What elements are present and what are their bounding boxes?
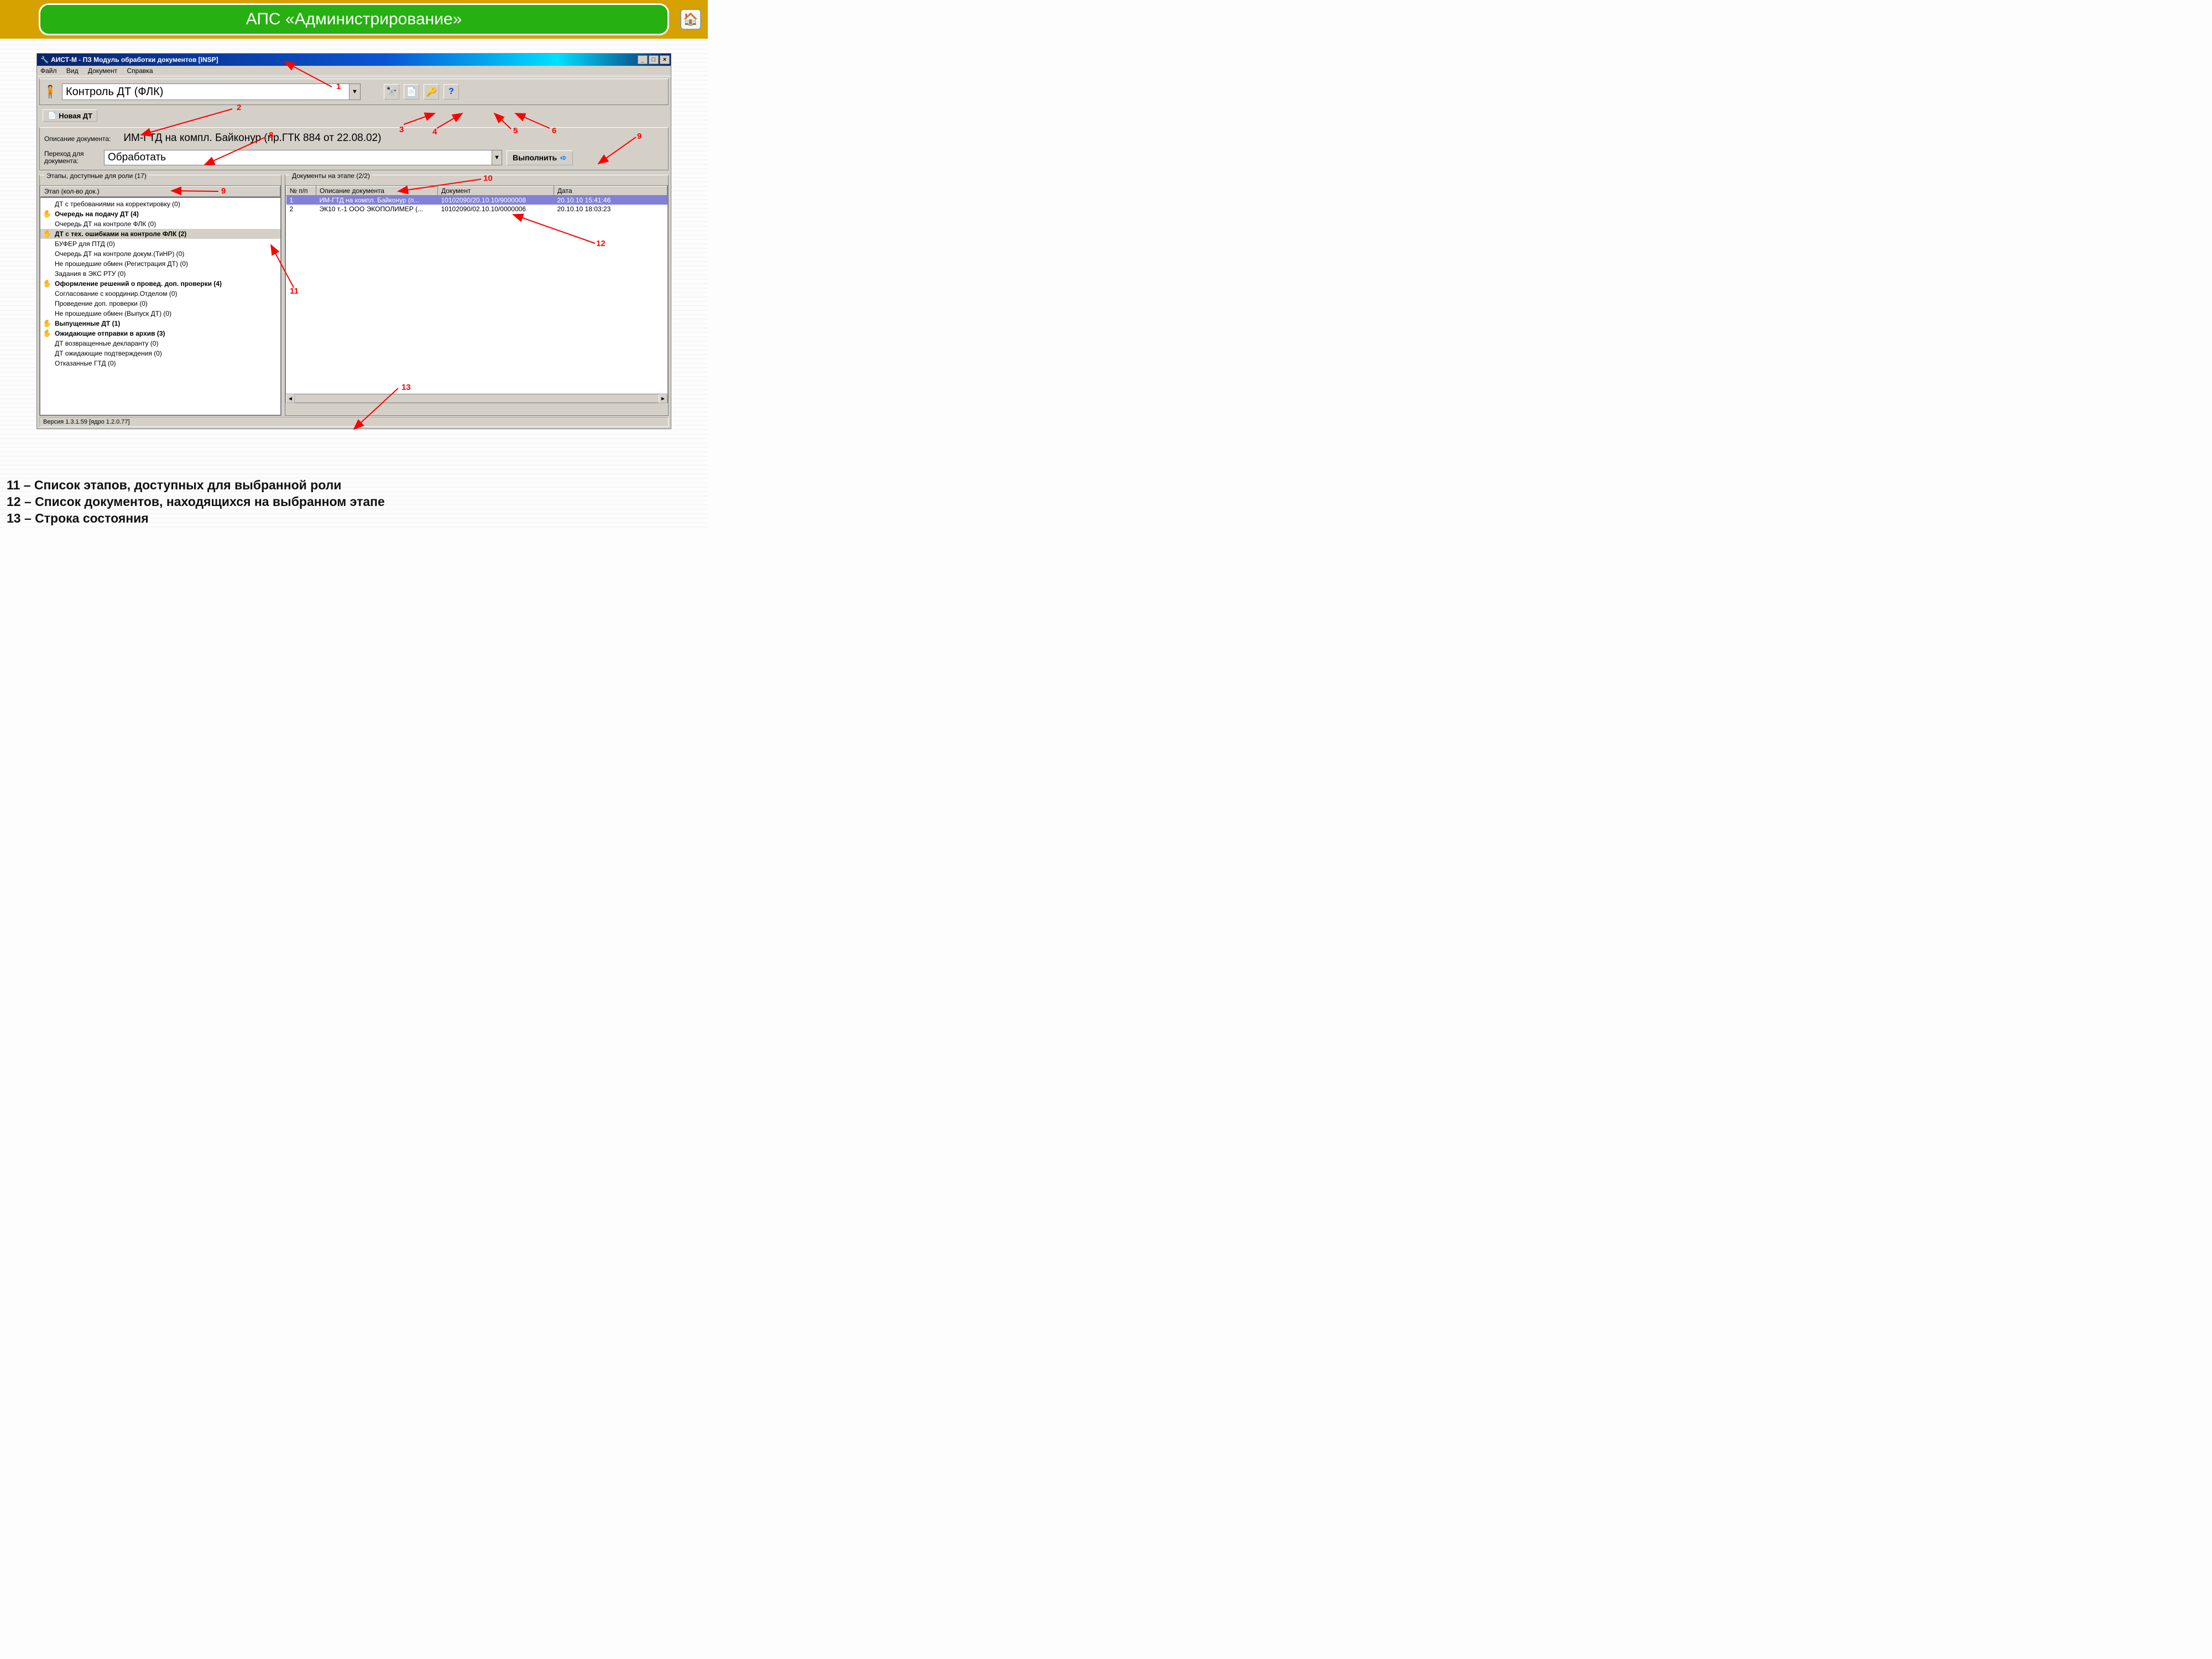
new-dt-label: Новая ДТ	[59, 112, 92, 120]
documents-pane: Документы на этапе (2/2) № п/п Описание …	[285, 175, 669, 416]
documents-grid[interactable]: № п/п Описание документа Документ Дата 1…	[285, 185, 668, 403]
stage-item[interactable]: Не прошедшие обмен (Выпуск ДТ) (0)	[40, 309, 280, 319]
stage-item[interactable]: Проведение доп. проверки (0)	[40, 299, 280, 309]
hand-icon: ✋	[43, 210, 51, 218]
home-icon[interactable]: 🏠	[680, 9, 701, 30]
menu-document[interactable]: Документ	[88, 67, 117, 75]
stage-item-label: Очередь на подачу ДТ (4)	[55, 210, 139, 218]
menu-help[interactable]: Справка	[127, 67, 153, 75]
transition-combo[interactable]: Обработать ▼	[104, 150, 502, 165]
table-cell: 1	[286, 196, 316, 205]
stage-item[interactable]: БУФЕР для ПТД (0)	[40, 239, 280, 249]
stage-item-label: Проведение доп. проверки (0)	[55, 300, 148, 307]
table-cell: 10102090/20.10.10/9000008	[438, 196, 554, 205]
minimize-button[interactable]: _	[638, 55, 648, 64]
key-icon[interactable]: 🔑	[424, 84, 439, 100]
new-dt-button[interactable]: 📄 Новая ДТ	[43, 109, 97, 122]
window-title: АИСТ-М - ПЗ Модуль обработки документов …	[51, 56, 218, 64]
transition-label: Переход для документа:	[44, 150, 100, 165]
help-icon[interactable]: ?	[444, 84, 459, 100]
table-cell: 2	[286, 205, 316, 213]
app-window: 🔧 АИСТ-М - ПЗ Модуль обработки документо…	[36, 53, 671, 429]
stage-item[interactable]: Задания в ЭКС РТУ (0)	[40, 269, 280, 279]
stage-item[interactable]: Очередь ДТ на контроле ФЛК (0)	[40, 219, 280, 229]
stage-item[interactable]: Отказанные ГТД (0)	[40, 358, 280, 368]
stage-item[interactable]: ДТ с требованиями на корректировку (0)	[40, 199, 280, 209]
stage-item-label: БУФЕР для ПТД (0)	[55, 240, 115, 248]
arrow-right-icon: ➪	[560, 153, 567, 163]
menubar: Файл Вид Документ Справка	[37, 66, 671, 76]
stage-item-label: Задания в ЭКС РТУ (0)	[55, 270, 126, 278]
close-button[interactable]: ×	[660, 55, 670, 64]
stage-item[interactable]: ✋ Очередь на подачу ДТ (4)	[40, 209, 280, 219]
menu-view[interactable]: Вид	[66, 67, 79, 75]
hand-icon: ✋	[43, 329, 51, 338]
titlebar: 🔧 АИСТ-М - ПЗ Модуль обработки документо…	[37, 54, 671, 66]
stages-pane: Этапы, доступные для роли (17) Этап (кол…	[39, 175, 281, 416]
desc-value: ИМ-ГТД на компл. Байконур (пр.ГТК 884 от…	[123, 132, 381, 144]
col-doc[interactable]: Документ	[438, 186, 554, 196]
binoculars-icon[interactable]: 🔭	[384, 84, 399, 100]
execute-label: Выполнить	[513, 153, 557, 162]
stage-item-label: Не прошедшие обмен (Регистрация ДТ) (0)	[55, 260, 188, 268]
table-cell: ИМ-ГТД на компл. Байконур (п...	[316, 196, 438, 205]
stages-header[interactable]: Этап (кол-во док.)	[40, 186, 280, 197]
horizontal-scrollbar[interactable]: ◄ ►	[286, 394, 667, 403]
stages-group-label: Этапы, доступные для роли (17)	[44, 172, 149, 180]
stage-item-label: ДТ ожидающие подтверждения (0)	[55, 349, 162, 357]
hand-icon: ✋	[43, 319, 51, 328]
footer-legend: 11 – Список этапов, доступных для выбран…	[7, 477, 385, 526]
table-row[interactable]: 2ЭК10 т.-1 ООО ЭКОПОЛИМЕР (...10102090/0…	[286, 205, 667, 213]
table-cell: 10102090/02.10.10/0000006	[438, 205, 554, 213]
col-date[interactable]: Дата	[554, 186, 667, 196]
stage-item-label: ДТ с тех. ошибками на контроле ФЛК (2)	[55, 230, 186, 238]
stage-item[interactable]: Не прошедшие обмен (Регистрация ДТ) (0)	[40, 259, 280, 269]
table-cell: 20.10.10 15:41:46	[554, 196, 667, 205]
stage-item-label: Очередь ДТ на контроле докум.(ТиНР) (0)	[55, 250, 184, 258]
stage-item-label: Выпущенные ДТ (1)	[55, 320, 120, 327]
app-icon: 🔧	[40, 56, 49, 64]
stage-item[interactable]: ДТ ожидающие подтверждения (0)	[40, 348, 280, 358]
stages-list[interactable]: ДТ с требованиями на корректировку (0) ✋ О…	[40, 197, 281, 415]
stage-item[interactable]: Очередь ДТ на контроле докум.(ТиНР) (0)	[40, 249, 280, 259]
stage-item-label: Ожидающие отправки в архив (3)	[55, 330, 165, 337]
execute-button[interactable]: Выполнить ➪	[507, 150, 573, 165]
new-icon: 📄	[48, 111, 56, 120]
stage-item[interactable]: ✋ Ожидающие отправки в архив (3)	[40, 328, 280, 338]
stage-item-label: ДТ возвращенные декларанту (0)	[55, 340, 158, 347]
col-desc[interactable]: Описание документа	[316, 186, 438, 196]
menu-file[interactable]: Файл	[40, 67, 57, 75]
stage-item-label: Согласование с координир.Отделом (0)	[55, 290, 177, 298]
stage-item[interactable]: Согласование с координир.Отделом (0)	[40, 289, 280, 299]
stage-item-label: Отказанные ГТД (0)	[55, 359, 116, 367]
table-cell: ЭК10 т.-1 ООО ЭКОПОЛИМЕР (...	[316, 205, 438, 213]
scroll-left-icon[interactable]: ◄	[286, 394, 295, 403]
stage-item-label: Оформление решений о провед. доп. провер…	[55, 280, 222, 288]
properties-icon[interactable]: 📄	[404, 84, 419, 100]
documents-group-label: Документы на этапе (2/2)	[290, 172, 372, 180]
role-combo[interactable]: Контроль ДТ (ФЛК) ▼	[62, 84, 361, 100]
table-cell: 20.10.10 18:03:23	[554, 205, 667, 213]
stage-item[interactable]: ДТ возвращенные декларанту (0)	[40, 338, 280, 348]
stage-item[interactable]: ✋ Выпущенные ДТ (1)	[40, 319, 280, 328]
maximize-button[interactable]: □	[649, 55, 659, 64]
role-icon: 🧍	[43, 82, 58, 101]
stage-item-label: ДТ с требованиями на корректировку (0)	[55, 200, 180, 208]
stage-item-label: Очередь ДТ на контроле ФЛК (0)	[55, 220, 156, 228]
slide-title: АПС «Администрирование»	[39, 3, 669, 35]
scroll-right-icon[interactable]: ►	[659, 394, 667, 403]
role-combo-text: Контроль ДТ (ФЛК)	[66, 86, 163, 98]
stage-item[interactable]: ✋ ДТ с тех. ошибками на контроле ФЛК (2)	[40, 229, 280, 239]
chevron-down-icon[interactable]: ▼	[349, 84, 360, 100]
table-row[interactable]: 1ИМ-ГТД на компл. Байконур (п...10102090…	[286, 196, 667, 205]
desc-label: Описание документа:	[44, 135, 122, 143]
stage-item-label: Не прошедшие обмен (Выпуск ДТ) (0)	[55, 310, 171, 317]
statusbar: Версия 1.3.1.59 [ядро 1.2.0.77]	[39, 417, 669, 427]
chevron-down-icon[interactable]: ▼	[492, 150, 502, 165]
transition-value: Обработать	[108, 152, 166, 164]
col-number[interactable]: № п/п	[286, 186, 316, 196]
hand-icon: ✋	[43, 229, 51, 238]
stage-item[interactable]: ✋ Оформление решений о провед. доп. прове…	[40, 279, 280, 289]
hand-icon: ✋	[43, 279, 51, 288]
